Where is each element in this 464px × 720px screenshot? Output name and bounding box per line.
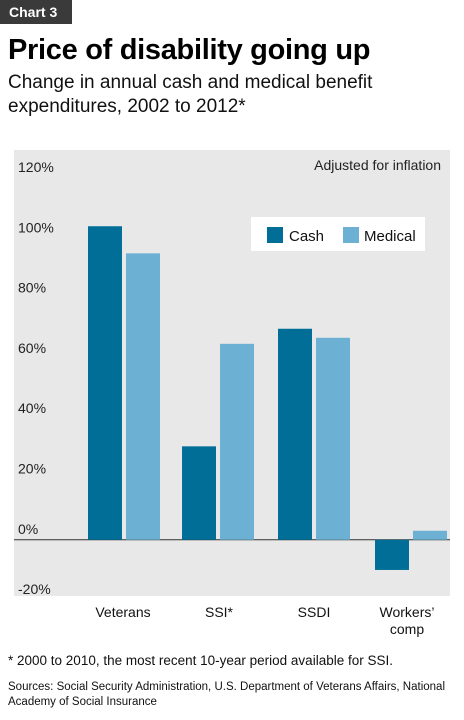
chart-subtitle: Change in annual cash and medical benefi… (8, 72, 373, 117)
x-tick-label: Veterans (95, 604, 150, 620)
x-tick-label: SSDI (298, 604, 331, 620)
medical-bar-workers-comp (413, 530, 447, 540)
cash-bar-ssi (182, 446, 216, 540)
x-tick-label: Workers’ (380, 604, 435, 620)
cash-bar-veterans (88, 226, 122, 540)
y-tick-label: 40% (18, 400, 46, 416)
y-tick-label: 120% (18, 159, 54, 175)
legend-swatch-cash (267, 227, 283, 243)
y-tick-label: 100% (18, 219, 54, 235)
y-tick-label: 20% (18, 461, 46, 477)
x-tick-label: comp (390, 621, 424, 637)
medical-bar-ssdi (316, 337, 350, 540)
y-tick-label: 0% (18, 521, 38, 537)
y-tick-label: 60% (18, 340, 46, 356)
legend-label-cash: Cash (289, 228, 324, 245)
y-tick-label: 80% (18, 280, 46, 296)
chart-title: Price of disability going up (8, 34, 371, 66)
cash-bar-ssdi (278, 328, 312, 540)
footnote: * 2000 to 2010, the most recent 10-year … (8, 653, 393, 668)
y-tick-label: -20% (18, 581, 51, 597)
chart-number-tag: Chart 3 (0, 0, 72, 24)
cash-bar-workers-comp (375, 539, 409, 570)
chart-area: -20% 0% 20% 40% 60% 80% 100% 120% Veterans SSI* SS… (0, 150, 464, 650)
medical-bar-veterans (126, 253, 160, 540)
legend-label-medical: Medical (364, 228, 416, 245)
sources-note: Sources: Social Security Administration,… (8, 681, 445, 708)
x-tick-label: SSI* (205, 604, 234, 620)
medical-bar-ssi (220, 343, 254, 540)
legend-swatch-medical (343, 227, 359, 243)
inflation-annotation: Adjusted for inflation (314, 157, 441, 173)
bar-chart: -20% 0% 20% 40% 60% 80% 100% 120% Veterans SSI* SS… (14, 150, 450, 637)
